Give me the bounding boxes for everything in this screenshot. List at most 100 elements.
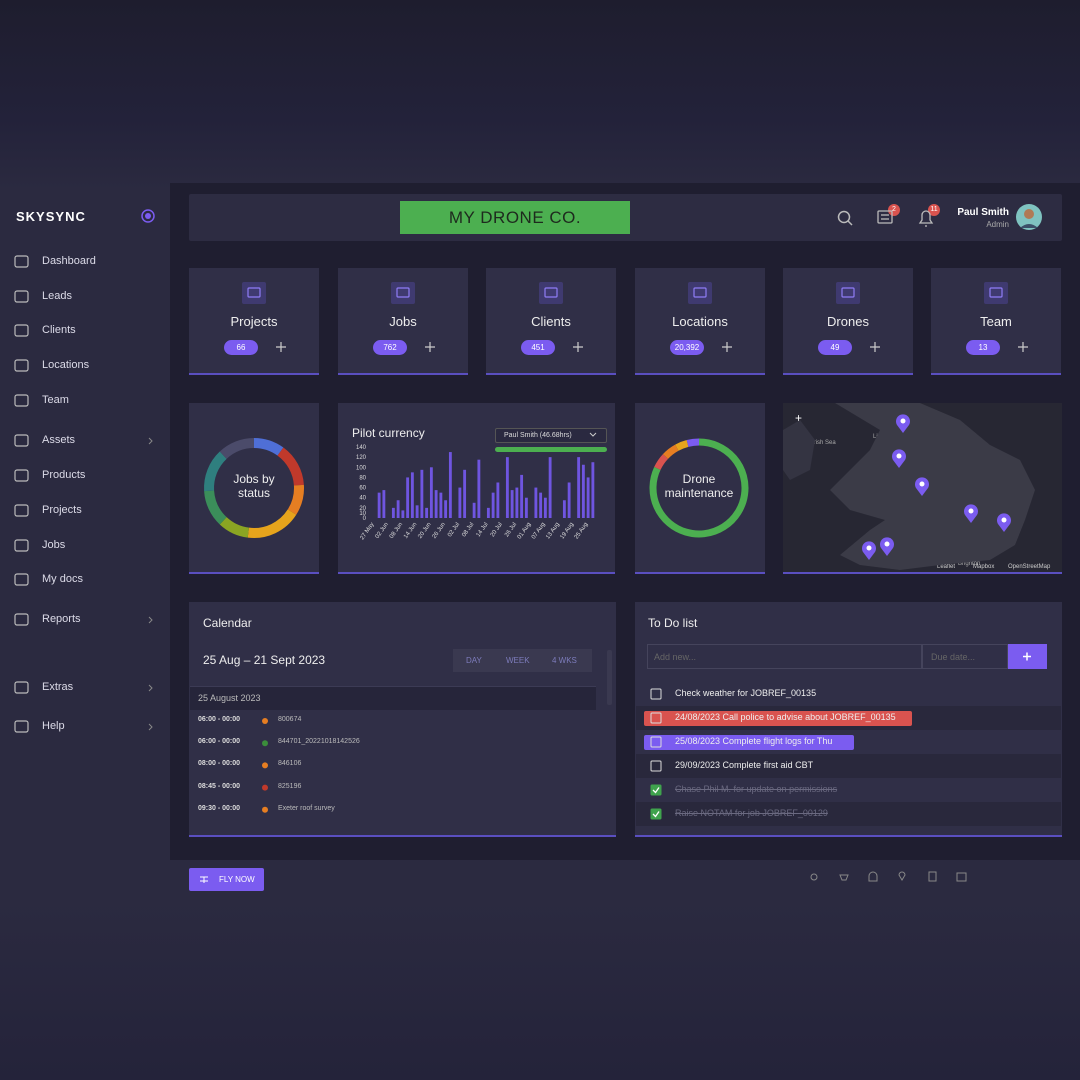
event-text[interactable]: 844701_20221018142526 bbox=[278, 738, 360, 746]
map-pin-dot bbox=[900, 418, 906, 424]
x-tick-label: 08 Jun bbox=[389, 522, 404, 540]
event-text[interactable]: 825196 bbox=[278, 782, 302, 790]
x-tick-label: 02 Jul bbox=[447, 522, 461, 539]
map-attribution: Leaflet bbox=[937, 564, 956, 570]
stat-count[interactable]: 20,392 bbox=[670, 340, 704, 355]
avatar-body bbox=[1020, 224, 1038, 228]
x-tick-label: 07 Aug bbox=[531, 522, 547, 541]
selector-bar bbox=[495, 447, 607, 452]
stat-count[interactable]: 66 bbox=[224, 340, 258, 355]
nav-item[interactable]: My docs bbox=[42, 573, 83, 585]
map-zoom[interactable]: + bbox=[795, 411, 803, 425]
footer-icons[interactable] bbox=[810, 871, 967, 882]
nav-item[interactable]: Team bbox=[42, 394, 69, 406]
selector-chevron bbox=[589, 432, 597, 437]
view-button[interactable]: 4 WKS bbox=[552, 656, 577, 665]
bar bbox=[420, 469, 424, 518]
sidebar-toggle[interactable] bbox=[141, 209, 155, 223]
stat-add[interactable] bbox=[425, 342, 435, 352]
company-name[interactable]: MY DRONE CO. bbox=[400, 201, 630, 234]
stat-count[interactable]: 13 bbox=[966, 340, 1000, 355]
nav-chevron bbox=[148, 684, 153, 692]
nav-icon bbox=[14, 539, 29, 552]
y-tick-label: 120 bbox=[356, 455, 367, 461]
stat-count[interactable]: 762 bbox=[373, 340, 407, 355]
x-tick-label: 14 Jun bbox=[403, 522, 418, 540]
pilot-selector[interactable]: Paul Smith (46.68hrs) bbox=[495, 428, 607, 443]
map-pin-dot bbox=[896, 453, 902, 459]
stat-add[interactable] bbox=[870, 342, 880, 352]
event-text[interactable]: 800674 bbox=[278, 716, 302, 723]
todo-checkbox[interactable] bbox=[650, 784, 662, 796]
stat-icon-glyph bbox=[693, 287, 707, 298]
todo-checkbox[interactable] bbox=[650, 760, 662, 772]
x-tick-label: 20 Jul bbox=[490, 522, 504, 539]
map-pin bbox=[896, 414, 911, 433]
nav-item[interactable]: Reports bbox=[42, 613, 81, 625]
nav-item[interactable]: Jobs bbox=[42, 539, 66, 551]
messages-icon[interactable] bbox=[877, 210, 893, 224]
stat-count[interactable]: 451 bbox=[521, 340, 555, 355]
nav-icon bbox=[14, 434, 29, 447]
todo-text[interactable]: Check weather for JOBREF_00135 bbox=[675, 688, 817, 698]
map-label: Brighton bbox=[958, 561, 981, 567]
todo-checkbox[interactable] bbox=[650, 688, 662, 700]
event-time: 08:00 - 00:00 bbox=[198, 760, 241, 768]
stat-add[interactable] bbox=[573, 342, 583, 352]
bar bbox=[586, 477, 590, 518]
todo-text[interactable]: Chase Phil M. for update on permissions bbox=[675, 784, 838, 794]
todo-checkbox[interactable] bbox=[650, 808, 662, 820]
nav-item[interactable]: Projects bbox=[42, 504, 82, 516]
stat-count[interactable]: 49 bbox=[818, 340, 852, 355]
bell-icon[interactable] bbox=[918, 210, 934, 227]
nav-item[interactable]: Assets bbox=[42, 434, 76, 446]
todo-highlight bbox=[644, 735, 854, 750]
nav-item[interactable]: Dashboard bbox=[42, 255, 96, 267]
todo-text[interactable]: Raise NOTAM for job JOBREF_00129 bbox=[675, 808, 828, 818]
stat-add[interactable] bbox=[722, 342, 732, 352]
calendar-range: 25 Aug – 21 Sept 2023 bbox=[203, 653, 326, 667]
bar bbox=[562, 500, 566, 518]
event-text[interactable]: 846106 bbox=[278, 760, 302, 768]
nav-item[interactable]: Extras bbox=[42, 681, 74, 693]
map-land bbox=[830, 403, 1035, 570]
donut-segment bbox=[219, 438, 255, 459]
event-dot bbox=[262, 806, 268, 813]
todo-text[interactable]: 24/08/2023 Call police to advise about J… bbox=[675, 712, 896, 722]
map-pin-dot bbox=[884, 541, 890, 547]
todo-checkbox[interactable] bbox=[650, 736, 662, 748]
stat-label: Team bbox=[980, 314, 1012, 329]
bar bbox=[486, 507, 490, 518]
x-tick-label: 01 Aug bbox=[517, 522, 533, 541]
todo-due[interactable]: Due date... bbox=[922, 644, 1008, 669]
donut-segment bbox=[287, 484, 304, 515]
nav-item[interactable]: Help bbox=[42, 720, 65, 732]
event-time: 06:00 - 00:00 bbox=[198, 716, 241, 723]
bar bbox=[463, 469, 467, 518]
nav-item[interactable]: Clients bbox=[42, 324, 76, 336]
todo-check bbox=[652, 787, 660, 794]
stat-add[interactable] bbox=[276, 342, 286, 352]
view-button[interactable]: DAY bbox=[466, 656, 482, 665]
todo-check bbox=[652, 811, 660, 818]
event-text[interactable]: Exeter roof survey bbox=[278, 804, 335, 812]
bar bbox=[406, 477, 410, 518]
calendar-card bbox=[189, 602, 616, 837]
search-icon[interactable] bbox=[837, 210, 853, 226]
stat-icon-glyph bbox=[989, 287, 1003, 298]
stat-add[interactable] bbox=[1018, 342, 1028, 352]
bar bbox=[434, 490, 438, 518]
todo-text[interactable]: 25/08/2023 Complete flight logs for Thu bbox=[675, 736, 833, 746]
todo-input[interactable]: Add new... bbox=[647, 644, 922, 669]
nav-item[interactable]: Locations bbox=[42, 359, 90, 371]
fly-now-button[interactable]: FLY NOW bbox=[189, 868, 264, 891]
todo-checkbox[interactable] bbox=[650, 712, 662, 724]
view-button[interactable]: WEEK bbox=[506, 656, 530, 665]
nav-icon bbox=[14, 504, 29, 517]
nav-item[interactable]: Products bbox=[42, 469, 86, 481]
nav-item[interactable]: Leads bbox=[42, 290, 72, 302]
y-tick-label: 20 bbox=[359, 506, 366, 512]
map-pin-dot bbox=[866, 545, 872, 551]
todo-text[interactable]: 29/09/2023 Complete first aid CBT bbox=[675, 760, 814, 770]
